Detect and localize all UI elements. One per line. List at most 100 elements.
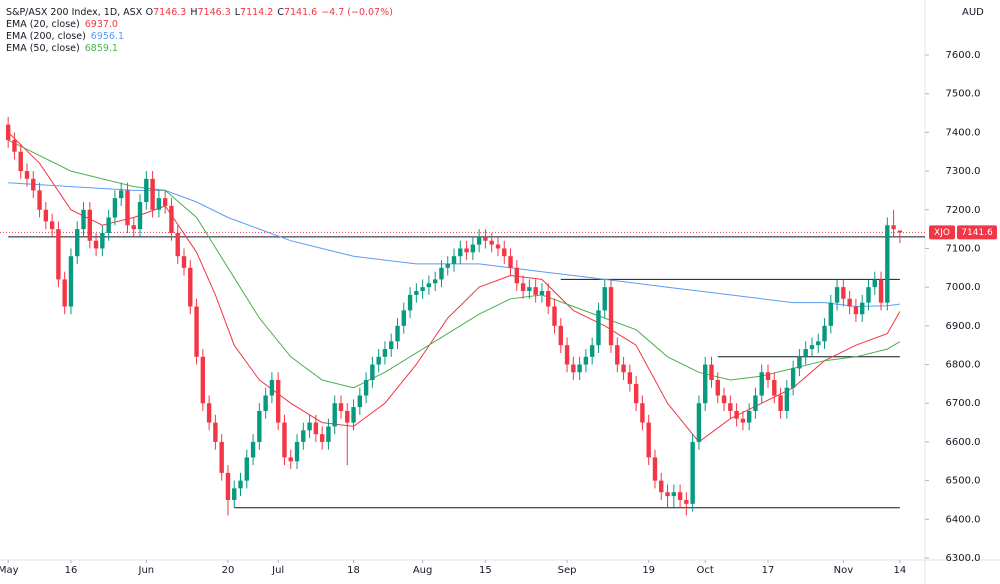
ema-line	[8, 182, 900, 308]
candle-body	[759, 372, 764, 396]
candle-body	[301, 430, 306, 442]
x-tick-label: 14	[894, 565, 907, 576]
candle-body	[288, 457, 293, 462]
candle-body	[294, 441, 300, 462]
legend-entry: EMA (50, close) 6859.1	[6, 43, 118, 54]
ohlc-value: 7146.3	[153, 7, 186, 18]
candle-body	[489, 240, 494, 245]
candle-body	[589, 345, 595, 357]
candle-body	[162, 198, 168, 206]
x-tick-label: 20	[222, 565, 235, 576]
x-tick-label: Jun	[138, 565, 155, 576]
candle-body	[696, 403, 702, 442]
candle-body	[866, 287, 871, 303]
candle-body	[87, 209, 92, 241]
candle-body	[345, 410, 350, 423]
candle-body	[885, 225, 890, 303]
candle-body	[150, 178, 155, 210]
candle-body	[891, 225, 896, 230]
candle-body	[476, 236, 482, 245]
y-tick-label: 6800.0	[946, 360, 981, 371]
candle-body	[841, 287, 846, 299]
candle-body	[803, 349, 808, 357]
candle-body	[652, 457, 658, 481]
candle-body	[564, 345, 570, 365]
legend-value: 6937.0	[85, 19, 118, 30]
x-tick-label: 16	[65, 565, 78, 576]
candle-body	[62, 279, 67, 307]
candle-body	[577, 364, 582, 373]
candle-body	[809, 345, 815, 350]
candle-body	[659, 480, 664, 493]
candle-body	[275, 380, 281, 423]
ohlc-value: 7141.6	[284, 7, 317, 18]
ema-line	[7, 139, 901, 389]
candle-body	[426, 283, 432, 288]
candle-body	[602, 287, 607, 311]
candle-body	[326, 426, 331, 442]
candle-body	[740, 418, 746, 423]
x-tick-label: 15	[479, 565, 492, 576]
candle-body	[118, 190, 124, 199]
candle-body	[144, 178, 149, 203]
candle-body	[24, 171, 30, 179]
candle-body	[395, 325, 400, 342]
candle-body	[219, 441, 224, 473]
candle-body	[897, 230, 903, 233]
candle-body	[37, 190, 42, 210]
candle-body	[728, 403, 733, 411]
x-tick-label: Oct	[697, 565, 714, 576]
candle-body	[263, 395, 268, 411]
price-tag	[957, 225, 997, 240]
ema-line	[7, 132, 901, 443]
candle-body	[106, 217, 111, 233]
candle-body	[12, 140, 17, 152]
legend-entry: EMA (20, close) 6937.0	[6, 19, 118, 30]
candle-body	[100, 232, 105, 249]
candle-body	[746, 410, 752, 423]
candle-body	[621, 364, 626, 373]
x-tick-label: Nov	[834, 565, 854, 576]
y-tick-label: 6900.0	[946, 321, 981, 332]
candle-body	[514, 267, 520, 284]
candle-body	[156, 198, 162, 210]
candle-body	[520, 283, 526, 292]
candle-body	[194, 306, 199, 357]
ohlc-label: O	[146, 7, 153, 18]
candle-body	[188, 267, 193, 307]
y-tick-label: 6400.0	[946, 514, 981, 525]
candle-body	[81, 209, 86, 230]
candle-body	[797, 356, 802, 369]
x-tick-label: 17	[762, 565, 775, 576]
candle-body	[389, 341, 394, 350]
y-tick-label: 7000.0	[946, 282, 981, 293]
header-line: S&P/ASX 200 Index, 1D, ASX O7146.3 H7146.3…	[6, 7, 393, 18]
candle-body	[370, 364, 375, 381]
candle-body	[401, 310, 406, 326]
candle-body	[790, 368, 796, 388]
candle-body	[671, 492, 677, 497]
candle-body	[828, 302, 834, 326]
y-tick-label: 7300.0	[946, 166, 981, 177]
candle-body	[257, 410, 262, 442]
candle-body	[822, 325, 827, 342]
legend-value: 6956.1	[91, 31, 124, 42]
y-tick-label: 6600.0	[946, 437, 981, 448]
candle-body	[546, 291, 551, 307]
candle-body	[872, 279, 877, 288]
candle-body	[332, 403, 337, 427]
candle-body	[778, 395, 783, 411]
candle-body	[137, 202, 143, 230]
candle-body	[439, 267, 444, 280]
candle-body	[533, 287, 538, 295]
candle-body	[376, 356, 381, 365]
y-tick-label: 7400.0	[946, 127, 981, 138]
candle-body	[307, 422, 312, 431]
candle-body	[571, 364, 576, 373]
candle-body	[627, 372, 633, 384]
candle-body	[878, 279, 884, 303]
candle-body	[319, 434, 325, 442]
candle-body	[458, 248, 463, 257]
candle-body	[244, 457, 249, 481]
